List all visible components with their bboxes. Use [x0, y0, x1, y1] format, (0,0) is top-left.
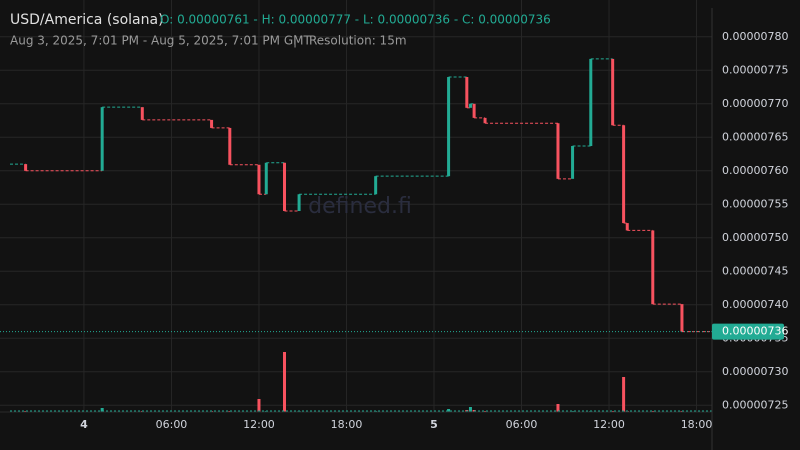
volume-bar [100, 408, 104, 412]
candle-body [228, 127, 232, 165]
candle-body [622, 125, 626, 224]
candle-body [680, 304, 684, 332]
x-tick-label: 5 [430, 418, 438, 431]
y-tick-label: 0.00000745 [722, 264, 788, 277]
candle-body [625, 223, 629, 231]
volume-bar [468, 407, 472, 412]
candle-body [571, 146, 575, 179]
y-tick-label: 0.00000770 [722, 97, 788, 110]
volume-bar [257, 399, 261, 412]
candle-body [465, 77, 469, 108]
y-tick-label: 0.00000760 [722, 164, 788, 177]
candle-body [100, 107, 104, 171]
y-tick-label: 0.00000740 [722, 298, 788, 311]
x-tick-label: 18:00 [331, 418, 363, 431]
y-tick-label: 0.00000765 [722, 130, 788, 143]
candle-body [264, 162, 268, 195]
last-price-badge [712, 323, 784, 340]
candle-body [468, 103, 472, 108]
y-tick-label: 0.00000775 [722, 63, 788, 76]
chart-title: USD/America (solana) [10, 12, 164, 28]
volume-bar [447, 409, 451, 412]
candle-body [374, 176, 378, 195]
x-tick-label: 18:00 [681, 418, 713, 431]
grid-layer [0, 0, 712, 412]
candle-body [140, 107, 144, 120]
candle-body [24, 164, 28, 171]
candle-body [611, 58, 615, 126]
watermark: defined.fi [308, 194, 412, 219]
x-tick-label: 12:00 [593, 418, 625, 431]
volume-bar [282, 352, 286, 412]
x-tick-label: 06:00 [506, 418, 538, 431]
x-tick-label: 06:00 [156, 418, 188, 431]
candle-body [297, 194, 301, 212]
candle-body [651, 230, 655, 305]
candle-body [257, 164, 261, 195]
resolution: Resolution: 15m [309, 34, 407, 48]
candle-body [472, 103, 476, 118]
y-tick-label: 0.00000730 [722, 365, 788, 378]
candle-body [447, 77, 451, 177]
candle-body [589, 58, 593, 147]
ohlc-legend: O: 0.00000761 - H: 0.00000777 - L: 0.000… [160, 13, 551, 27]
y-tick-label: 0.00000780 [722, 30, 788, 43]
candle-body [483, 117, 487, 124]
last-price-label: 0.00000736 [722, 325, 788, 338]
candle-body [210, 119, 214, 128]
volume-bar [556, 404, 560, 412]
volume-bar [622, 377, 626, 412]
x-tick-label: 4 [80, 418, 88, 431]
marks-layer [0, 58, 712, 412]
separator: | [293, 34, 297, 48]
candle-body [282, 162, 286, 212]
y-tick-label: 0.00000750 [722, 231, 788, 244]
subtitle: Aug 3, 2025, 7:01 PM - Aug 5, 2025, 7:01… [10, 34, 311, 48]
y-tick-label: 0.00000755 [722, 197, 788, 210]
candle-body [556, 123, 560, 179]
y-tick-label: 0.00000725 [722, 398, 788, 411]
x-tick-label: 12:00 [243, 418, 275, 431]
